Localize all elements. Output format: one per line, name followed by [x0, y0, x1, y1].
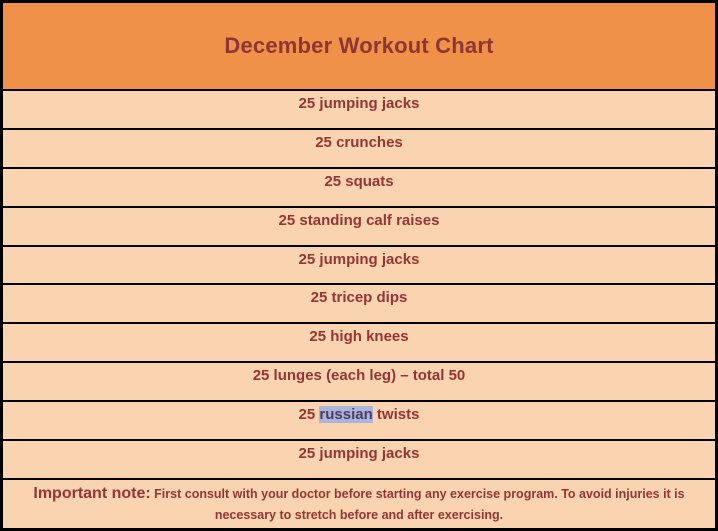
table-row: 25 russian twists — [3, 400, 715, 439]
table-row: 25 standing calf raises — [3, 205, 715, 245]
table-row: 25 squats — [3, 166, 715, 206]
exercise-part: 25 jumping jacks — [298, 250, 420, 268]
exercise-part: 25 high knees — [309, 328, 409, 346]
table-row: 25 high knees — [3, 322, 715, 362]
important-note-row: Important note: First consult with your … — [3, 477, 715, 528]
exercise-text: 25 jumping jacks — [299, 251, 420, 268]
exercise-part: 25 crunches — [315, 133, 403, 151]
table-row: 25 tricep dips — [3, 283, 715, 323]
exercise-text: 25 high knees — [309, 328, 408, 345]
exercise-text: 25 jumping jacks — [299, 95, 420, 112]
table-row: 25 jumping jacks — [3, 438, 715, 478]
exercise-part: 25 standing calf raises — [278, 211, 440, 229]
exercise-part: 25 jumping jacks — [298, 444, 420, 462]
table-row: 25 lunges (each leg) – total 50 — [3, 361, 715, 400]
table-row: 25 jumping jacks — [3, 89, 715, 128]
table-row: 25 crunches — [3, 127, 715, 167]
page-title: December Workout Chart — [224, 33, 494, 58]
exercise-text: 25 jumping jacks — [299, 445, 420, 462]
exercise-part: twists — [372, 406, 420, 423]
exercise-part: 25 squats — [324, 172, 394, 190]
exercise-part: 25 — [298, 406, 320, 423]
table-header: December Workout Chart — [3, 3, 715, 89]
highlighted-word[interactable]: russian — [319, 406, 373, 423]
important-note-text: First consult with your doctor before st… — [150, 486, 685, 523]
important-note-label: Important note: — [33, 484, 151, 502]
exercise-text: 25 tricep dips — [311, 289, 408, 306]
exercise-text: 25 standing calf raises — [279, 212, 440, 229]
exercise-text: 25 crunches — [315, 134, 403, 151]
table-row: 25 jumping jacks — [3, 244, 715, 284]
exercise-part: 25 tricep dips — [310, 289, 408, 307]
exercise-text: 25 lunges (each leg) – total 50 — [253, 367, 466, 384]
exercise-text: 25 squats — [324, 173, 393, 190]
exercise-part: 25 lunges (each leg) – total 50 — [252, 367, 466, 385]
exercise-text: 25 russian twists — [298, 406, 420, 423]
exercise-part: 25 jumping jacks — [298, 95, 420, 112]
